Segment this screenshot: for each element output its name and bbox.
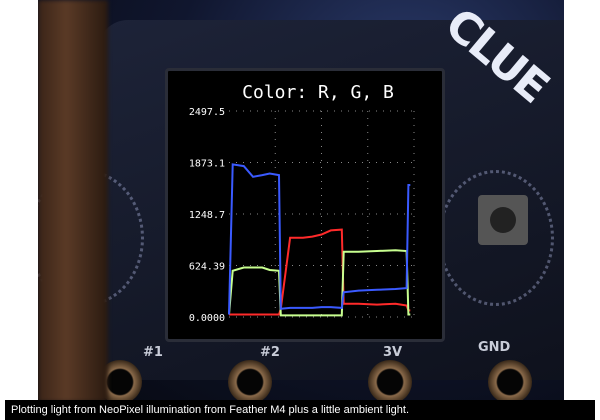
blue-series-line (228, 163, 411, 315)
y-tick-label: 2497.5 (189, 107, 225, 118)
rgb-chart: Color: R, G, B 2497.5 1873.1 1248.7 624.39 0… (189, 82, 415, 324)
edge-pad (488, 360, 532, 402)
edge-pad (368, 360, 412, 402)
y-tick-label: 1248.7 (189, 210, 225, 221)
y-tick-label: 624.39 (189, 261, 225, 272)
green-series-line (228, 249, 411, 317)
button-b (478, 195, 528, 245)
blurred-header-foreground (38, 0, 108, 402)
pin-label: #2 (260, 345, 280, 360)
caption: Plotting light from NeoPixel illuminatio… (5, 400, 595, 420)
red-series-line (229, 228, 411, 316)
edge-pad (228, 360, 272, 402)
chart-title: Color: R, G, B (242, 82, 394, 103)
pin-label: #1 (143, 345, 163, 360)
y-tick-label: 1873.1 (189, 159, 225, 170)
pin-label: 3V (383, 345, 403, 360)
y-tick-label: 0.0000 (189, 313, 225, 324)
tft-display: Color: R, G, B 2497.5 1873.1 1248.7 624.39 0… (165, 68, 445, 342)
pin-label: GND (478, 340, 511, 355)
